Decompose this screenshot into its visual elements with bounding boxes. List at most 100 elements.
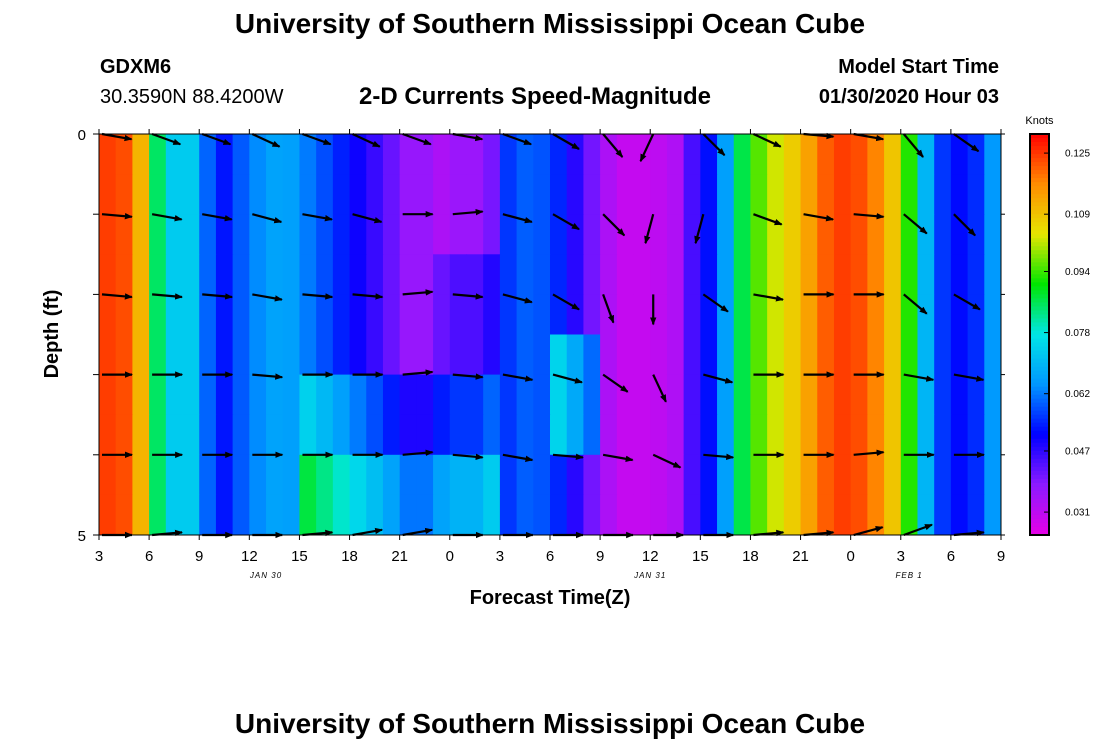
heatmap-cell [132,254,150,295]
heatmap-cell [967,454,985,496]
heatmap-cell [833,254,852,295]
heatmap-cell [666,374,685,416]
heatmap-cell [616,134,635,175]
colorbar-segment [1030,134,1049,139]
current-arrow [644,213,655,245]
heatmap-cell [149,254,167,295]
heatmap-cell [516,174,534,215]
heatmap-cell [750,334,768,376]
heatmap-cell [115,454,134,496]
heatmap-cell [583,254,601,295]
current-arrow [702,133,726,156]
heatmap-cell [516,254,534,295]
colorbar-segment [1030,438,1049,444]
heatmap-cell [633,334,651,376]
heatmap-cell [449,294,468,336]
heatmap-cell [165,414,184,456]
current-arrow [953,133,980,153]
heatmap-cell [833,134,852,175]
y-tick-label: 5 [78,528,86,545]
current-arrow [903,293,928,315]
heatmap-cell [800,134,818,175]
heatmap-cell [232,374,250,416]
heatmap-cell [516,294,534,336]
heatmap-cell [366,134,384,175]
colorbar-segment [1030,142,1049,147]
current-arrow [753,213,783,226]
heatmap-cell [616,334,635,376]
heatmap-cell [483,134,501,175]
colorbar-segment [1030,150,1049,155]
heatmap-cell [850,294,868,336]
heatmap-cell [800,414,818,456]
heatmap-cell [366,294,384,336]
current-arrow [602,373,629,393]
colorbar-segment [1030,234,1049,239]
x-tick-label: 18 [742,548,759,565]
heatmap-cell [900,374,919,416]
colorbar-tick-label: 0.062 [1065,389,1090,400]
heatmap-cell [416,494,434,535]
heatmap-cell [967,294,985,336]
heatmap-cell [149,334,167,376]
heatmap-cell [249,214,267,255]
heatmap-cell [232,414,250,456]
heatmap-cell [967,214,985,255]
heatmap-cell [399,294,417,336]
heatmap-cell [399,374,417,416]
colorbar-segment [1030,466,1049,472]
colorbar-segment [1030,162,1049,167]
colorbar-segment [1030,138,1049,143]
speed-heatmap [99,134,1001,535]
heatmap-cell [165,334,184,376]
heatmap-cell [884,454,902,496]
y-tick-label: 0 [78,127,86,144]
heatmap-cell [332,414,351,456]
heatmap-cell [867,374,885,416]
heatmap-cell [199,374,217,416]
heatmap-cell [483,494,501,535]
colorbar-segment [1030,426,1049,432]
heatmap-cell [483,334,501,376]
heatmap-cell [833,174,852,215]
heatmap-cell [533,134,551,175]
heatmap-cell [182,254,200,295]
heatmap-cell [115,294,134,336]
heatmap-cell [115,134,134,175]
heatmap-cell [767,174,785,215]
heatmap-cell [750,414,768,456]
colorbar-segment [1030,474,1049,480]
colorbar-segment [1030,338,1049,344]
colorbar-segment [1030,266,1049,271]
heatmap-cell [115,214,134,255]
heatmap-cell [332,254,351,295]
heatmap-cell [950,334,969,376]
heatmap-cell [817,334,835,376]
colorbar-segment [1030,218,1049,223]
footer-title: University of Southern Mississippi Ocean… [234,708,866,739]
heatmap-cell [316,254,334,295]
heatmap-cell [533,294,551,336]
heatmap-cell [984,254,1001,295]
heatmap-cell [884,254,902,295]
current-arrow [352,293,384,300]
colorbar-segment [1030,410,1049,416]
heatmap-cell [884,374,902,416]
heatmap-cell [533,334,551,376]
heatmap-cell [683,294,701,336]
heatmap-cell [550,454,568,496]
heatmap-cell [600,414,618,456]
chart-title: University of Southern Mississippi Ocean… [234,8,866,39]
heatmap-cell [165,374,184,416]
heatmap-cell [382,214,401,255]
heatmap-cell [399,494,417,535]
date-label: JAN 30 [249,571,282,580]
heatmap-cell [934,214,952,255]
heatmap-cell [683,334,701,376]
heatmap-cell [299,254,317,295]
heatmap-cell [700,334,718,376]
colorbar-segment [1030,418,1049,424]
heatmap-cell [149,454,167,496]
colorbar-segment [1030,442,1049,448]
heatmap-cell [366,214,384,255]
